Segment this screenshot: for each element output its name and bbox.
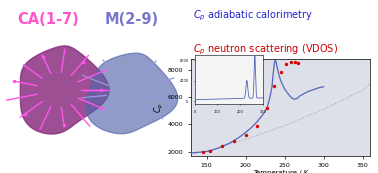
Point [208,149,214,152]
Text: $C_p$ adiabatic calorimetry: $C_p$ adiabatic calorimetry [193,9,313,24]
Point [254,124,260,127]
Point [277,71,284,74]
Point [231,140,237,143]
Point [283,63,289,66]
Polygon shape [20,46,109,134]
Point [264,107,270,109]
Point [295,62,301,64]
Point [271,85,277,88]
Text: $C_p$ neutron scattering (VDOS): $C_p$ neutron scattering (VDOS) [193,42,338,57]
Point [292,60,298,63]
Y-axis label: $C_p$: $C_p$ [153,102,166,112]
Polygon shape [86,53,178,134]
Point [219,145,225,148]
Text: M(2-9): M(2-9) [105,12,159,27]
Point [288,60,294,63]
X-axis label: Temperature / K: Temperature / K [253,170,308,173]
Point [243,133,249,136]
Point [200,151,206,154]
Text: CA(1-7): CA(1-7) [17,12,79,27]
